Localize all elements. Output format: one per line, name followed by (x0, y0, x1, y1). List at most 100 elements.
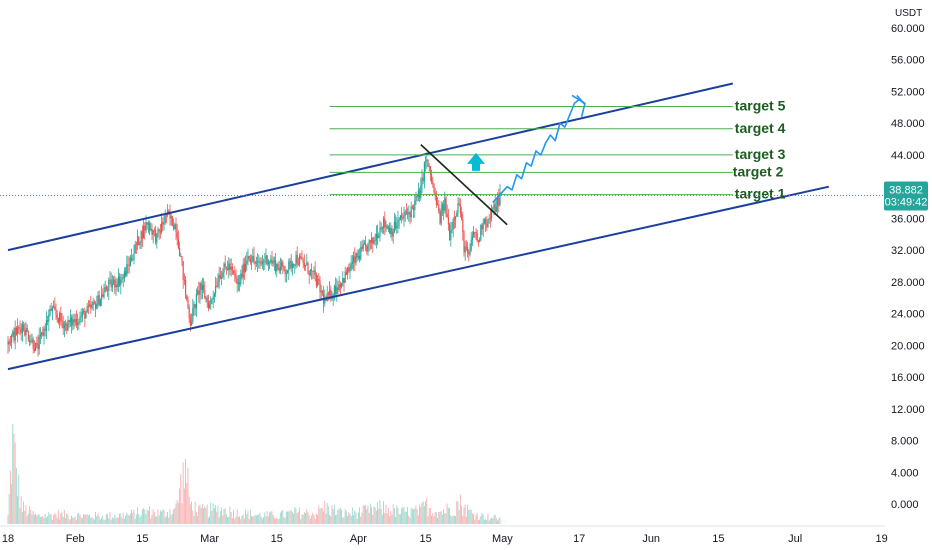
volume-bar (101, 517, 102, 524)
volume-bar (163, 509, 165, 524)
candle-body (168, 210, 170, 214)
volume-bar (77, 513, 78, 524)
volume-bar (306, 509, 308, 524)
trendline-segment[interactable] (420, 144, 508, 226)
candle-body (477, 241, 479, 243)
candle-body (366, 245, 368, 252)
volume-bar (99, 519, 101, 524)
ascending-channel[interactable] (7, 82, 830, 371)
volume-bar (439, 511, 441, 524)
volume-bar (336, 514, 338, 524)
volume-bar (225, 514, 227, 524)
volume-bar (433, 516, 435, 524)
candle-body (99, 299, 101, 306)
candle-body (399, 215, 401, 220)
candle-body (181, 256, 183, 262)
volume-bar (434, 512, 436, 524)
volume-bar (177, 502, 179, 524)
y-tick-label: 24.000 (891, 309, 925, 321)
last-price-tag: 38.882 03:49:42 (884, 181, 928, 211)
volume-bar (463, 507, 465, 524)
candle-body (207, 301, 209, 309)
volume-bar (191, 501, 192, 524)
volume-bar (179, 488, 180, 524)
volume-bar (181, 503, 183, 524)
up-arrow-icon (467, 152, 485, 171)
projection-path[interactable] (492, 94, 586, 204)
candle-body (48, 314, 50, 322)
candle-body (434, 192, 436, 196)
volume-bar (68, 519, 70, 524)
descending-trendline[interactable] (420, 144, 508, 226)
candle-body (440, 210, 442, 224)
volume-bar (331, 505, 333, 524)
candle-body (80, 316, 82, 318)
candle-body (329, 289, 331, 295)
candle-body (498, 197, 500, 206)
candle-body (342, 277, 344, 283)
volume-bar (255, 515, 257, 524)
candle-body (109, 279, 111, 281)
volume-bar (194, 501, 196, 524)
volume-bar (152, 509, 154, 524)
volume-bar (259, 512, 261, 524)
channel-lower-line[interactable] (7, 185, 830, 371)
volume-bar (61, 511, 63, 524)
y-tick-label: 52.000 (891, 86, 925, 98)
candle-body (240, 273, 242, 285)
candle-body (470, 240, 472, 251)
volume-bar (258, 514, 260, 524)
candle-body (86, 306, 88, 313)
channel-upper-line[interactable] (7, 82, 734, 252)
volume-bar (87, 515, 89, 524)
volume-bar (375, 510, 377, 524)
volume-bar (372, 514, 374, 524)
volume-bar (26, 515, 28, 524)
volume-bar (293, 513, 294, 524)
volume-bar (182, 462, 184, 524)
volume-bars (7, 423, 501, 524)
candle-body (200, 282, 202, 290)
candle-body (156, 233, 158, 243)
volume-bar (374, 507, 376, 524)
x-axis[interactable]: 18 Feb 15 Mar 15 Apr 15 May 17 Jun 15 Jul 19 (0, 525, 888, 545)
volume-bar (29, 506, 30, 524)
volume-bar (235, 516, 237, 524)
volume-bar (67, 514, 69, 524)
candle-body (426, 159, 428, 162)
volume-bar (65, 518, 66, 524)
candle-body (30, 341, 32, 343)
candle-body (311, 269, 313, 271)
candle-body (338, 284, 340, 290)
candle-body (423, 162, 425, 181)
volume-bar (450, 515, 452, 524)
volume-bar (170, 515, 172, 524)
candle-body (17, 327, 19, 335)
volume-bar (229, 506, 231, 524)
volume-bar (36, 515, 38, 524)
candle-body (117, 276, 119, 287)
candle-body (347, 267, 349, 275)
x-tick-label: 19 (875, 533, 887, 545)
y-tick-label: 32.000 (891, 245, 925, 257)
projection-zigzag[interactable] (492, 94, 585, 204)
candle-body (290, 260, 292, 269)
y-tick-label: 44.000 (891, 150, 925, 162)
candle-body (81, 311, 83, 317)
candle-body (59, 312, 61, 323)
volume-bar (104, 519, 106, 524)
candle-body (383, 218, 385, 228)
candle-body (473, 231, 475, 237)
candle-body (261, 261, 263, 264)
volume-bar (49, 514, 51, 524)
volume-bar (360, 516, 362, 524)
candle-body (21, 324, 23, 333)
volume-bar (141, 509, 143, 524)
volume-bar (150, 518, 152, 524)
volume-bar (90, 517, 92, 524)
candle-body (363, 243, 365, 245)
volume-bar (96, 516, 98, 524)
volume-bar (207, 517, 209, 524)
